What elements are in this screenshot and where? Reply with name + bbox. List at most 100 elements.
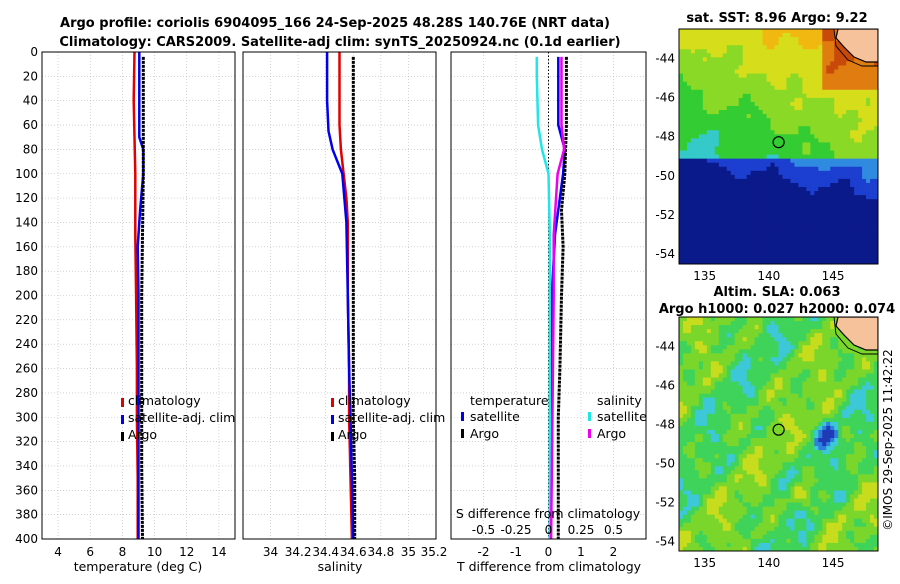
sst-cell [767,215,771,219]
sst-cell [870,134,874,138]
sst-cell [822,98,826,102]
sst-cell [755,215,759,219]
sst-cell [810,90,814,94]
sla-cell [735,345,739,349]
sst-cell [850,74,854,78]
sla-cell [830,462,834,466]
sla-cell [703,394,707,398]
sst-cell [687,191,691,195]
sst-cell [747,223,751,227]
sst-cell [751,37,755,41]
sst-cell [794,98,798,102]
sst-cell [743,248,747,252]
sst-lat-tick-label: -48 [655,130,675,144]
sst-cell [727,134,731,138]
sst-cell [727,106,731,110]
sst-cell [850,65,854,69]
sla-cell [687,430,691,434]
sst-cell [838,126,842,130]
sla-cell [870,406,874,410]
sst-cell [775,223,779,227]
sst-cell [838,244,842,248]
sla-cell [806,386,810,390]
sla-cell [747,361,751,365]
sst-cell [767,147,771,151]
sst-cell [806,191,810,195]
sst-cell [727,65,731,69]
sst-cell [806,252,810,256]
sla-cell [739,422,743,426]
sst-cell [775,244,779,248]
sla-cell [763,418,767,422]
sla-cell [779,398,783,402]
sst-cell [822,57,826,61]
sst-cell [731,90,735,94]
depth-tick-label: 280 [15,386,38,400]
sst-cell [790,219,794,223]
sla-cell [862,361,866,365]
sst-cell [870,256,874,260]
sla-cell [814,337,818,341]
sst-cell [679,57,683,61]
sst-cell [695,167,699,171]
sst-cell [786,232,790,236]
sst-cell [687,147,691,151]
sla-cell [699,402,703,406]
sst-cell [866,126,870,130]
sst-cell [806,207,810,211]
sst-cell [739,151,743,155]
sst-cell [763,228,767,232]
sst-cell [842,106,846,110]
sst-cell [691,130,695,134]
sst-cell [830,248,834,252]
sst-cell [775,155,779,159]
sst-cell [850,142,854,146]
sst-cell [759,33,763,37]
sla-cell [767,438,771,442]
sla-cell [818,390,822,394]
sst-cell [707,252,711,256]
sla-cell [790,373,794,377]
sla-cell [755,454,759,458]
sst-cell [767,33,771,37]
sla-cell [679,386,683,390]
sst-cell [822,232,826,236]
sla-cell [727,369,731,373]
sla-cell [731,398,735,402]
sst-cell [747,187,751,191]
sst-cell [679,41,683,45]
sst-cell [790,163,794,167]
sla-cell [711,438,715,442]
sst-cell [834,49,838,53]
sst-cell [719,191,723,195]
sst-cell [862,215,866,219]
sla-cell [719,361,723,365]
sst-cell [691,94,695,98]
sla-cell [802,390,806,394]
sst-cell [826,171,830,175]
sst-cell [755,151,759,155]
sst-cell [786,53,790,57]
sst-cell [715,203,719,207]
sla-cell [794,373,798,377]
sla-cell [806,341,810,345]
sst-cell [715,102,719,106]
sst-cell [838,151,842,155]
sst-cell [870,244,874,248]
sla-cell [679,434,683,438]
sla-cell [683,361,687,365]
sla-cell [818,329,822,333]
sla-cell [790,394,794,398]
sst-cell [707,163,711,167]
sst-cell [802,244,806,248]
difference-legend-swatch-s-argo [588,429,591,438]
sla-cell [759,446,763,450]
sst-cell [687,122,691,126]
sla-cell [858,438,862,442]
sst-cell [834,252,838,256]
sst-cell [679,134,683,138]
temperature-panel: 0204060801001201401601802002202402602803… [15,45,235,574]
sst-cell [798,155,802,159]
sst-cell [691,215,695,219]
